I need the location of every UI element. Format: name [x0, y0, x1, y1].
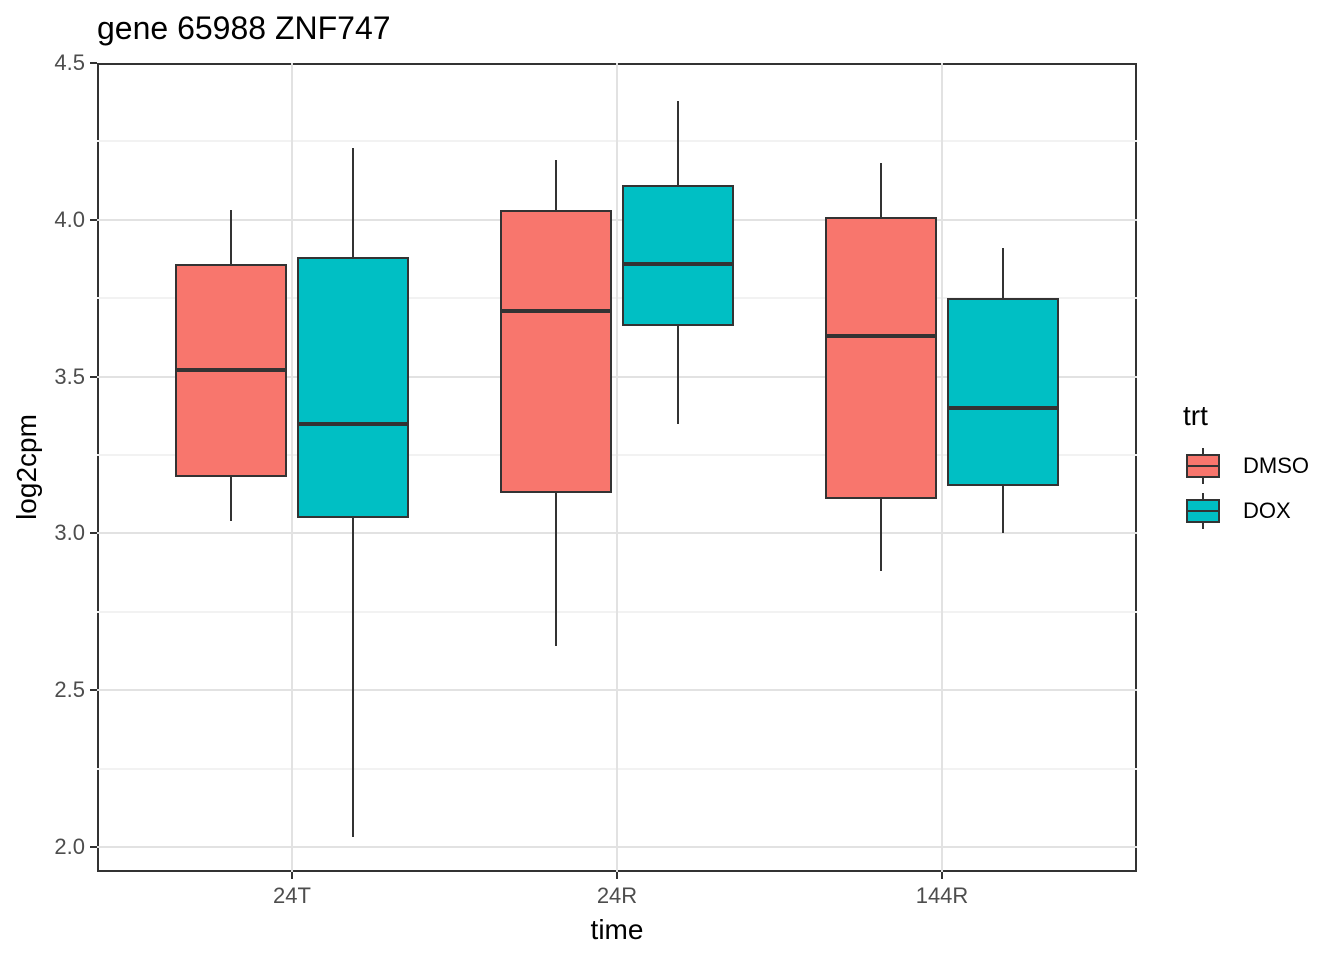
y-tick-mark	[90, 375, 97, 378]
gridline-vertical	[941, 63, 943, 872]
whisker-lower	[230, 476, 232, 521]
plot-panel	[97, 63, 1137, 872]
box	[297, 257, 409, 518]
legend-label: DMSO	[1243, 453, 1309, 478]
median-line	[175, 368, 287, 373]
x-tick-mark	[941, 872, 943, 879]
whisker-upper	[555, 160, 557, 211]
y-tick-mark	[90, 689, 97, 692]
whisker-upper	[880, 163, 882, 217]
legend-entry-dmso: DMSO	[1183, 446, 1309, 486]
x-tick-label: 24R	[596, 883, 638, 908]
key-median	[1186, 465, 1220, 467]
legend-title: trt	[1183, 400, 1208, 431]
y-tick-label: 4.5	[54, 50, 85, 75]
x-tick-label: 144R	[915, 883, 969, 908]
boxplot-key-icon	[1183, 491, 1223, 531]
legend: trt DMSO DOX	[1183, 400, 1309, 536]
box	[500, 210, 612, 493]
y-tick-label: 4.0	[54, 206, 85, 232]
whisker-upper	[1002, 248, 1004, 299]
whisker-lower	[880, 498, 882, 571]
box	[825, 216, 937, 499]
median-line	[622, 261, 734, 266]
y-tick-mark	[90, 218, 97, 221]
y-tick-label: 2.0	[54, 833, 85, 859]
x-tick-mark	[291, 872, 293, 879]
whisker-upper	[677, 100, 679, 186]
median-line	[297, 421, 409, 426]
y-axis-title: log2cpm	[11, 414, 42, 520]
x-axis-title: time	[590, 914, 644, 945]
x-tick-mark	[616, 872, 618, 879]
median-line	[500, 308, 612, 313]
key-median	[1186, 510, 1220, 512]
y-tick-mark	[90, 532, 97, 535]
gridline-vertical	[291, 63, 293, 872]
whisker-lower	[555, 492, 557, 647]
boxplot-key-icon	[1183, 446, 1223, 486]
legend-label: DOX	[1243, 498, 1291, 523]
whisker-upper	[230, 210, 232, 264]
y-tick-label: 2.5	[54, 677, 85, 703]
box	[622, 185, 734, 327]
whisker-lower	[352, 517, 354, 838]
whisker-lower	[677, 326, 679, 424]
gridline-vertical	[616, 63, 618, 872]
whisker-lower	[1002, 486, 1004, 534]
y-tick-mark	[90, 62, 97, 64]
median-line	[825, 333, 937, 338]
y-tick-label: 3.0	[54, 520, 85, 546]
plot-title: gene 65988 ZNF747	[97, 10, 391, 46]
x-tick-label: 24T	[273, 883, 311, 908]
y-tick-mark	[90, 845, 97, 848]
legend-entry-dox: DOX	[1183, 491, 1309, 531]
median-line	[947, 405, 1059, 410]
whisker-upper	[352, 147, 354, 258]
box	[947, 298, 1059, 487]
y-tick-label: 3.5	[54, 363, 85, 389]
